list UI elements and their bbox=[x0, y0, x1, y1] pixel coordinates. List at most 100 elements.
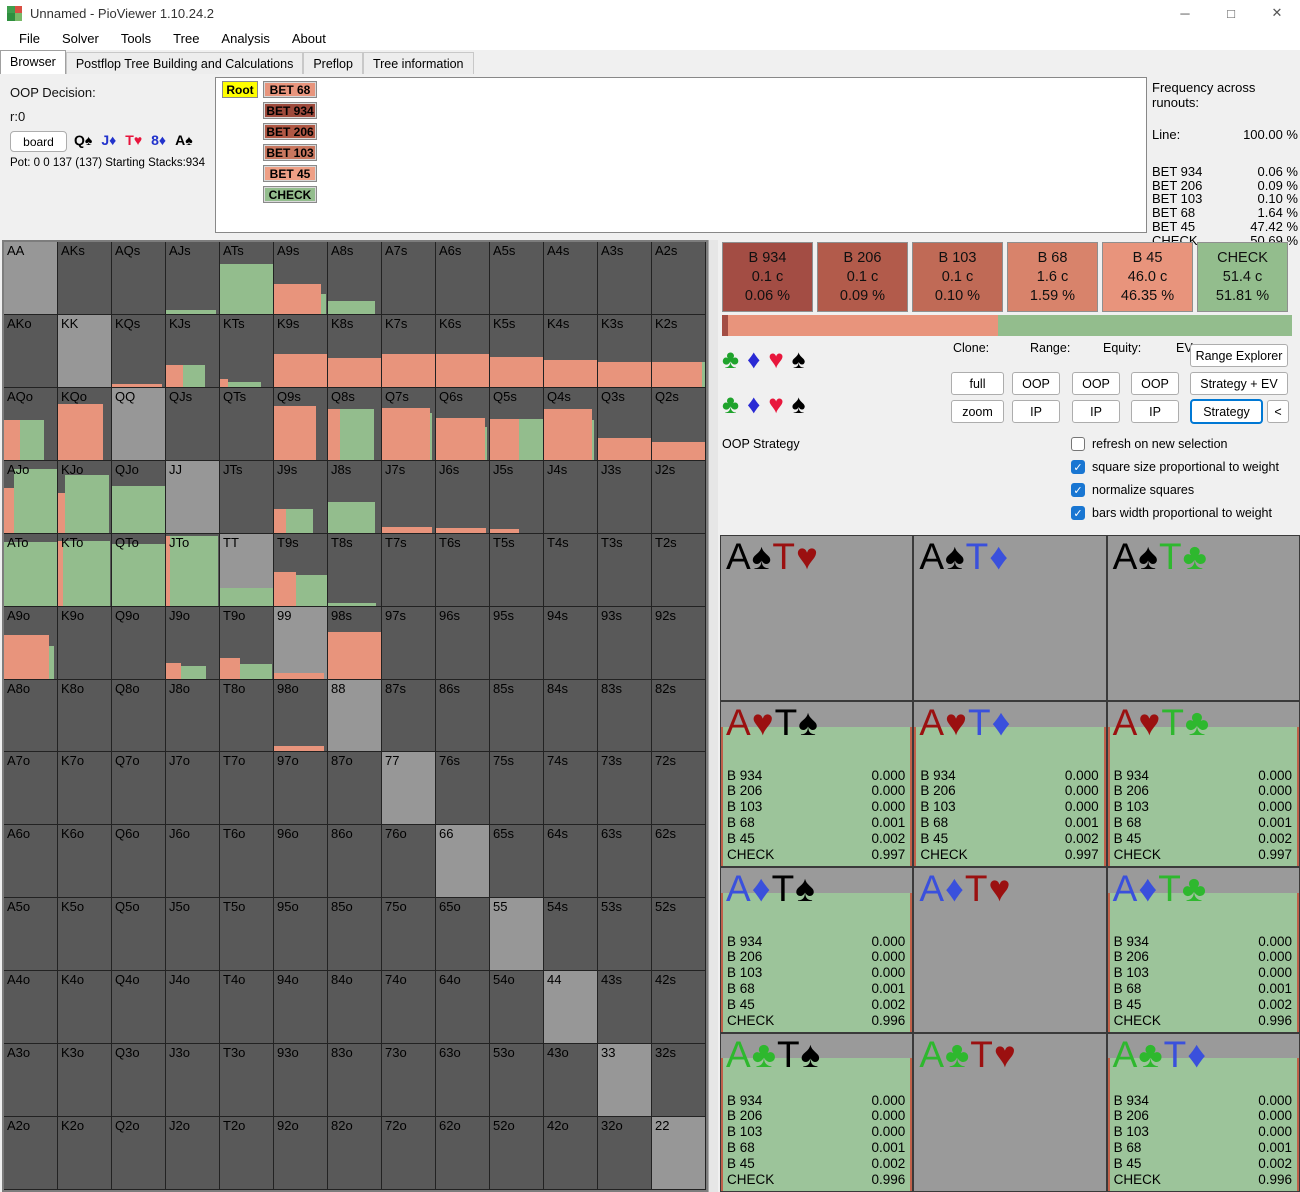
action-box-b-45[interactable]: B 45 46.0 c 46.35 % bbox=[1102, 242, 1193, 312]
matrix-cell-Q8s[interactable]: Q8s bbox=[328, 387, 382, 461]
matrix-cell-J7s[interactable]: J7s bbox=[382, 460, 436, 534]
checkbox-square-size-proportional-to-weight[interactable]: ✓ square size proportional to weight bbox=[1071, 460, 1279, 474]
combo-cell-asth[interactable]: A♠T♥ bbox=[721, 536, 913, 700]
matrix-cell-A4o[interactable]: A4o bbox=[4, 971, 58, 1045]
matrix-cell-43o[interactable]: 43o bbox=[544, 1044, 598, 1118]
matrix-cell-A6o[interactable]: A6o bbox=[4, 825, 58, 899]
combo-cell-ahtc[interactable]: B 934 0.000 B 206 0.000 B 103 0.000 B 68 0.001 B… bbox=[1107, 702, 1299, 866]
matrix-cell-KJs[interactable]: KJs bbox=[166, 314, 220, 388]
matrix-cell-94s[interactable]: 94s bbox=[544, 606, 598, 680]
range-explorer-button[interactable]: Range Explorer bbox=[1190, 344, 1288, 367]
matrix-cell-AKo[interactable]: AKo bbox=[4, 314, 58, 388]
action-box-b-68[interactable]: B 68 1.6 c 1.59 % bbox=[1007, 242, 1098, 312]
matrix-cell-63o[interactable]: 63o bbox=[436, 1044, 490, 1118]
matrix-cell-98s[interactable]: 98s bbox=[328, 606, 382, 680]
matrix-cell-A7o[interactable]: A7o bbox=[4, 752, 58, 826]
matrix-cell-65o[interactable]: 65o bbox=[436, 898, 490, 972]
board-button[interactable]: board bbox=[10, 131, 67, 152]
matrix-cell-63s[interactable]: 63s bbox=[598, 825, 652, 899]
matrix-cell-J3s[interactable]: J3s bbox=[598, 460, 652, 534]
matrix-cell-J7o[interactable]: J7o bbox=[166, 752, 220, 826]
combo-cell-astd[interactable]: A♠T♦ bbox=[914, 536, 1106, 700]
tree-node-bet-206[interactable]: BET 206 bbox=[263, 123, 317, 140]
matrix-cell-72o[interactable]: 72o bbox=[382, 1117, 436, 1190]
menu-item-tools[interactable]: Tools bbox=[120, 30, 152, 46]
combo-cell-astc[interactable]: A♠T♣ bbox=[1107, 536, 1299, 700]
combo-cell-adtc[interactable]: B 934 0.000 B 206 0.000 B 103 0.000 B 68 0.001 B… bbox=[1107, 868, 1299, 1032]
matrix-cell-K2o[interactable]: K2o bbox=[58, 1117, 112, 1190]
matrix-cell-K3s[interactable]: K3s bbox=[598, 314, 652, 388]
matrix-cell-97s[interactable]: 97s bbox=[382, 606, 436, 680]
matrix-cell-88[interactable]: 88 bbox=[328, 679, 382, 753]
matrix-cell-KQo[interactable]: KQo bbox=[58, 387, 112, 461]
matrix-cell-52o[interactable]: 52o bbox=[490, 1117, 544, 1190]
matrix-cell-84s[interactable]: 84s bbox=[544, 679, 598, 753]
matrix-cell-QJo[interactable]: QJo bbox=[112, 460, 166, 534]
matrix-cell-K9o[interactable]: K9o bbox=[58, 606, 112, 680]
matrix-cell-93o[interactable]: 93o bbox=[274, 1044, 328, 1118]
tab-browser[interactable]: Browser bbox=[0, 50, 66, 74]
menu-item-solver[interactable]: Solver bbox=[61, 30, 99, 46]
matrix-cell-J5s[interactable]: J5s bbox=[490, 460, 544, 534]
matrix-cell-AQo[interactable]: AQo bbox=[4, 387, 58, 461]
checkbox-box[interactable]: ✓ bbox=[1071, 483, 1085, 497]
action-box-b-103[interactable]: B 103 0.1 c 0.10 % bbox=[912, 242, 1003, 312]
checkbox-refresh-on-new-selection[interactable]: refresh on new selection bbox=[1071, 437, 1228, 451]
matrix-cell-66[interactable]: 66 bbox=[436, 825, 490, 899]
matrix-cell-Q4s[interactable]: Q4s bbox=[544, 387, 598, 461]
matrix-cell-K3o[interactable]: K3o bbox=[58, 1044, 112, 1118]
matrix-cell-JJ[interactable]: JJ bbox=[166, 460, 220, 534]
tree-node-bet-934[interactable]: BET 934 bbox=[263, 102, 317, 119]
matrix-cell-Q5s[interactable]: Q5s bbox=[490, 387, 544, 461]
matrix-cell-95o[interactable]: 95o bbox=[274, 898, 328, 972]
matrix-cell-A5o[interactable]: A5o bbox=[4, 898, 58, 972]
matrix-cell-K4s[interactable]: K4s bbox=[544, 314, 598, 388]
matrix-cell-93s[interactable]: 93s bbox=[598, 606, 652, 680]
matrix-cell-T3s[interactable]: T3s bbox=[598, 533, 652, 607]
matrix-cell-73s[interactable]: 73s bbox=[598, 752, 652, 826]
range-oop-button[interactable]: OOP bbox=[1012, 372, 1060, 395]
matrix-cell-75s[interactable]: 75s bbox=[490, 752, 544, 826]
matrix-cell-AA[interactable]: AA bbox=[4, 242, 58, 315]
matrix-cell-T6s[interactable]: T6s bbox=[436, 533, 490, 607]
matrix-cell-K9s[interactable]: K9s bbox=[274, 314, 328, 388]
matrix-cell-A9o[interactable]: A9o bbox=[4, 606, 58, 680]
matrix-cell-86o[interactable]: 86o bbox=[328, 825, 382, 899]
matrix-cell-64o[interactable]: 64o bbox=[436, 971, 490, 1045]
matrix-cell-A7s[interactable]: A7s bbox=[382, 242, 436, 315]
checkbox-box[interactable]: ✓ bbox=[1071, 506, 1085, 520]
matrix-cell-86s[interactable]: 86s bbox=[436, 679, 490, 753]
matrix-cell-T7o[interactable]: T7o bbox=[220, 752, 274, 826]
matrix-cell-Q7o[interactable]: Q7o bbox=[112, 752, 166, 826]
matrix-cell-K6o[interactable]: K6o bbox=[58, 825, 112, 899]
action-box-check[interactable]: CHECK 51.4 c 51.81 % bbox=[1197, 242, 1288, 312]
matrix-cell-T4o[interactable]: T4o bbox=[220, 971, 274, 1045]
matrix-cell-65s[interactable]: 65s bbox=[490, 825, 544, 899]
matrix-cell-A4s[interactable]: A4s bbox=[544, 242, 598, 315]
matrix-cell-J4o[interactable]: J4o bbox=[166, 971, 220, 1045]
matrix-cell-82o[interactable]: 82o bbox=[328, 1117, 382, 1190]
matrix-cell-77[interactable]: 77 bbox=[382, 752, 436, 826]
matrix-cell-A8s[interactable]: A8s bbox=[328, 242, 382, 315]
matrix-cell-Q2o[interactable]: Q2o bbox=[112, 1117, 166, 1190]
matrix-cell-84o[interactable]: 84o bbox=[328, 971, 382, 1045]
matrix-cell-T2o[interactable]: T2o bbox=[220, 1117, 274, 1190]
menu-item-file[interactable]: File bbox=[19, 30, 40, 46]
close-button[interactable]: ✕ bbox=[1271, 5, 1283, 20]
tab-postflop-tree-building-and-calculations[interactable]: Postflop Tree Building and Calculations bbox=[65, 52, 304, 74]
matrix-cell-96s[interactable]: 96s bbox=[436, 606, 490, 680]
matrix-cell-AJo[interactable]: AJo bbox=[4, 460, 58, 534]
strategy-ev-button[interactable]: Strategy + EV bbox=[1190, 372, 1288, 395]
matrix-cell-Q7s[interactable]: Q7s bbox=[382, 387, 436, 461]
matrix-cell-95s[interactable]: 95s bbox=[490, 606, 544, 680]
tab-tree-information[interactable]: Tree information bbox=[362, 52, 474, 74]
matrix-cell-87o[interactable]: 87o bbox=[328, 752, 382, 826]
matrix-cell-Q3o[interactable]: Q3o bbox=[112, 1044, 166, 1118]
matrix-cell-T4s[interactable]: T4s bbox=[544, 533, 598, 607]
matrix-cell-A5s[interactable]: A5s bbox=[490, 242, 544, 315]
matrix-cell-Q9o[interactable]: Q9o bbox=[112, 606, 166, 680]
matrix-cell-A2s[interactable]: A2s bbox=[652, 242, 706, 315]
matrix-cell-44[interactable]: 44 bbox=[544, 971, 598, 1045]
matrix-cell-33[interactable]: 33 bbox=[598, 1044, 652, 1118]
matrix-cell-KTo[interactable]: KTo bbox=[58, 533, 112, 607]
